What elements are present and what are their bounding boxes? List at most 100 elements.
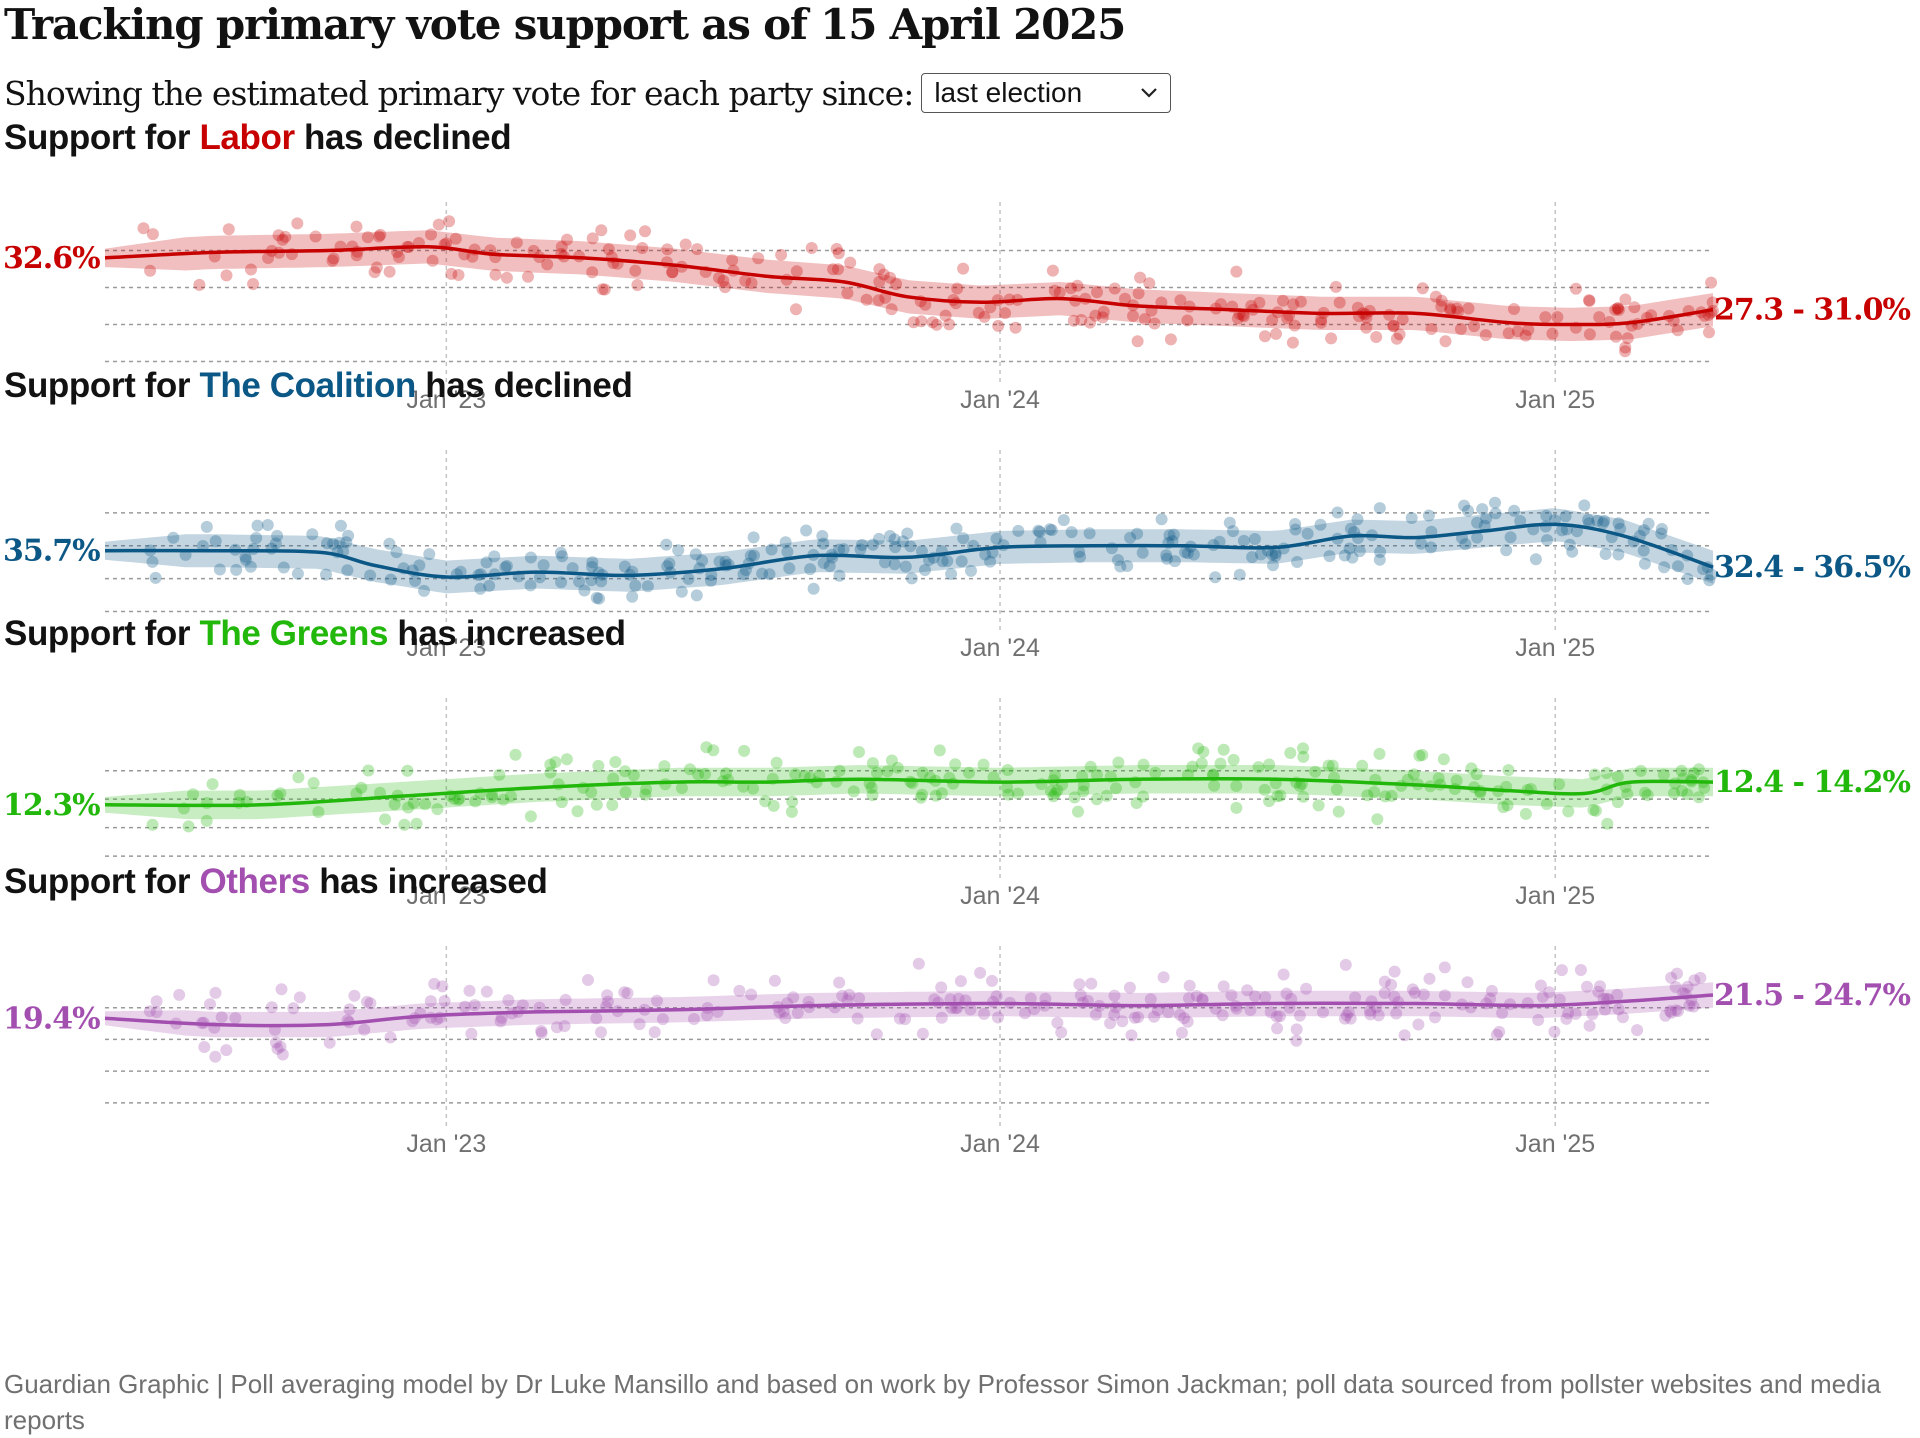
poll-dot — [1074, 550, 1087, 563]
poll-dot — [889, 541, 902, 554]
poll-dot — [595, 575, 608, 588]
poll-dot — [193, 278, 206, 291]
poll-dot — [250, 532, 263, 544]
poll-dot — [582, 974, 594, 986]
poll-dot — [1012, 524, 1025, 537]
poll-dot — [1225, 989, 1238, 1002]
poll-dot — [361, 995, 373, 1008]
poll-dot — [1351, 513, 1364, 526]
poll-dot — [800, 524, 813, 537]
poll-dot — [1587, 804, 1600, 816]
poll-dot — [1611, 302, 1624, 315]
poll-dot — [1349, 991, 1362, 1004]
heading-others-party: Others — [199, 862, 310, 901]
poll-dot — [621, 987, 634, 1000]
poll-dot — [182, 820, 195, 833]
poll-dot — [1692, 763, 1705, 776]
poll-dot — [879, 556, 891, 569]
poll-dot — [524, 551, 537, 564]
poll-dot — [935, 787, 948, 800]
poll-dot — [423, 548, 436, 561]
poll-dot — [220, 269, 233, 282]
poll-dot — [1435, 300, 1448, 313]
poll-dot — [1569, 1007, 1582, 1020]
poll-dot — [847, 785, 860, 798]
poll-dot — [1385, 978, 1398, 991]
poll-dot — [666, 266, 679, 279]
poll-dot — [949, 758, 962, 771]
poll-dot — [816, 530, 829, 542]
poll-dot — [837, 543, 850, 556]
poll-dot — [1227, 525, 1239, 538]
trend-line-labor — [104, 244, 1714, 327]
poll-dot — [1497, 801, 1510, 814]
poll-dot — [1287, 298, 1300, 311]
poll-dot — [271, 789, 284, 802]
poll-dot — [307, 777, 320, 789]
poll-dot — [1519, 807, 1532, 820]
poll-dot — [1259, 330, 1271, 343]
poll-dot — [1378, 975, 1391, 988]
poll-dot — [1407, 768, 1420, 781]
poll-dot — [873, 532, 885, 545]
heading-greens-party: The Greens — [199, 614, 389, 653]
poll-dot — [1570, 282, 1582, 295]
poll-dot — [1130, 797, 1143, 809]
poll-dot — [987, 771, 1000, 784]
poll-dot — [474, 582, 487, 595]
poll-dot — [1108, 1008, 1121, 1021]
poll-dot — [1452, 305, 1464, 318]
poll-dot — [549, 756, 562, 769]
poll-dot — [675, 585, 688, 598]
poll-dot — [770, 756, 783, 769]
poll-dot — [1214, 757, 1227, 770]
poll-dot — [1432, 772, 1445, 785]
poll-dot — [1048, 284, 1061, 297]
poll-dot — [596, 283, 609, 296]
poll-dot — [320, 568, 332, 581]
poll-dot — [1583, 328, 1596, 341]
poll-dot — [1258, 783, 1271, 796]
poll-dot — [1588, 768, 1601, 781]
poll-dot — [897, 535, 909, 548]
heading-others-suffix: has increased — [309, 862, 548, 901]
poll-dot — [1406, 983, 1419, 996]
poll-dot — [1196, 993, 1209, 1006]
poll-dot — [1422, 509, 1435, 522]
poll-dot — [1174, 1008, 1186, 1021]
poll-dot — [1209, 571, 1222, 584]
end-label-greens: 12.4 - 14.2% — [1714, 765, 1910, 800]
poll-dot — [684, 763, 696, 776]
poll-dot — [1532, 1014, 1545, 1026]
poll-dot — [1127, 309, 1139, 322]
poll-dot — [609, 756, 622, 768]
poll-dot — [287, 1002, 300, 1015]
heading-coalition: Support for The Coalition has declined — [4, 366, 633, 406]
poll-dot — [269, 1036, 282, 1049]
poll-dot — [424, 995, 437, 1008]
period-select[interactable]: last election — [921, 73, 1172, 113]
poll-dot — [348, 989, 361, 1002]
poll-dot — [939, 309, 952, 322]
poll-dot — [1174, 294, 1187, 307]
poll-dot — [149, 571, 162, 584]
poll-dot — [717, 274, 730, 287]
poll-dot — [1621, 788, 1634, 801]
poll-dot — [833, 569, 846, 582]
poll-dot — [1144, 993, 1157, 1006]
poll-dot — [1114, 560, 1127, 573]
poll-dot — [585, 786, 598, 799]
poll-dot — [1072, 805, 1084, 818]
poll-dot — [768, 974, 781, 987]
poll-dot — [1112, 554, 1124, 566]
poll-dot — [598, 283, 611, 296]
poll-dot — [1594, 980, 1606, 993]
poll-dot — [777, 1005, 790, 1018]
poll-dot — [1317, 1006, 1329, 1019]
poll-dot — [1237, 534, 1250, 547]
poll-dot — [592, 759, 605, 772]
poll-dot — [1490, 1028, 1503, 1041]
poll-dot — [656, 1013, 669, 1026]
poll-dot — [1163, 529, 1176, 542]
poll-dot — [1323, 550, 1336, 563]
